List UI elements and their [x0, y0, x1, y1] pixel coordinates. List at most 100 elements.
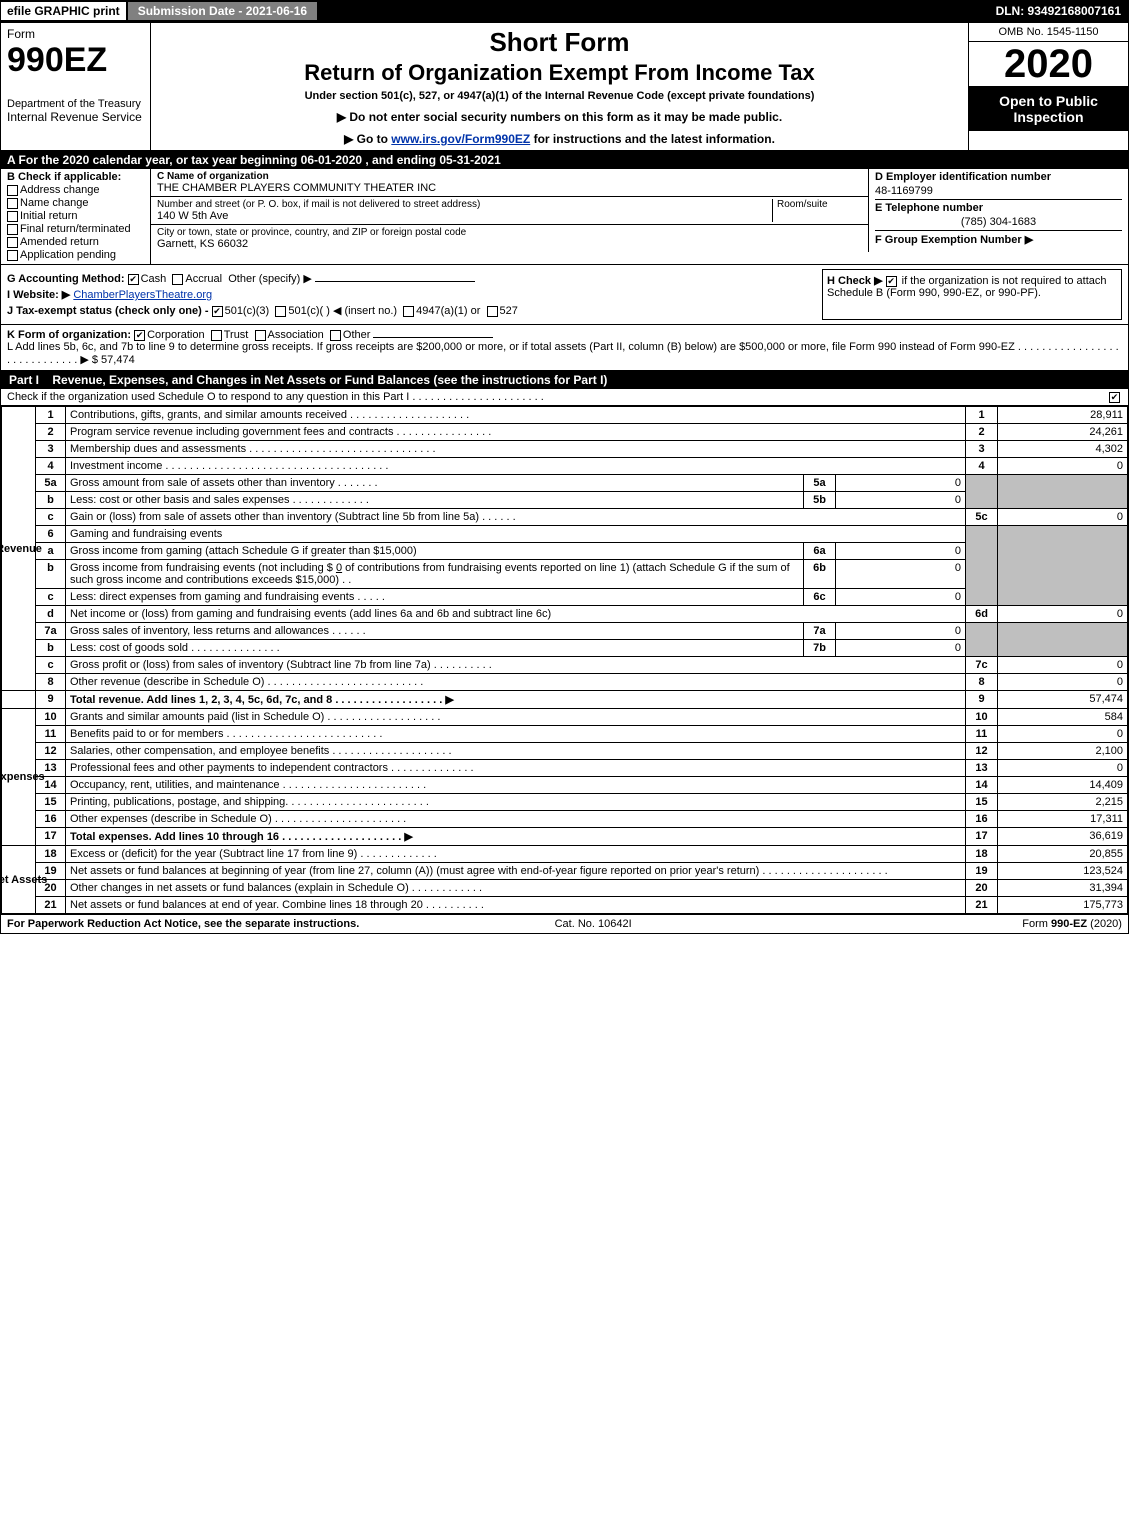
cb-initial-return-label: Initial return	[20, 210, 77, 222]
ln-17-val: 36,619	[998, 828, 1128, 846]
cb-cash-label: Cash	[141, 273, 167, 285]
cb-assoc[interactable]	[255, 330, 266, 341]
ln-17-no: 17	[36, 828, 66, 846]
ln-20-val: 31,394	[998, 880, 1128, 897]
ln-7b-sv: 0	[836, 640, 966, 657]
dept-irs: Internal Revenue Service	[7, 110, 144, 124]
ln-21-val: 175,773	[998, 897, 1128, 914]
ln-15-val: 2,215	[998, 794, 1128, 811]
room-suite-label: Room/suite	[777, 199, 862, 210]
h-box: H Check ▶ if the organization is not req…	[822, 269, 1122, 320]
ln-6a-sn: 6a	[804, 543, 836, 560]
ln-17-desc: Total expenses. Add lines 10 through 16 …	[66, 828, 966, 846]
footer-formno: Form 990-EZ (2020)	[1022, 918, 1122, 930]
ln-6c-sn: 6c	[804, 589, 836, 606]
part1-label: Part I	[9, 373, 49, 387]
arrow-goto-pre: ▶ Go to	[344, 132, 391, 146]
cb-trust[interactable]	[211, 330, 222, 341]
g-other-input[interactable]	[315, 281, 475, 282]
cb-501c3[interactable]	[212, 306, 223, 317]
subtitle: Under section 501(c), 527, or 4947(a)(1)…	[159, 90, 960, 102]
col-cdef: C Name of organization THE CHAMBER PLAYE…	[151, 169, 1128, 264]
form-number: 990EZ	[7, 41, 144, 80]
dept-treasury: Department of the Treasury	[7, 98, 144, 110]
cb-address-change[interactable]: Address change	[7, 184, 144, 196]
ln-2-desc: Program service revenue including govern…	[66, 424, 966, 441]
omb-number: OMB No. 1545-1150	[969, 23, 1128, 42]
ln-7a-sv: 0	[836, 623, 966, 640]
ln-2-no: 2	[36, 424, 66, 441]
ln-4-desc: Investment income . . . . . . . . . . . …	[66, 458, 966, 475]
j-label: J Tax-exempt status (check only one) -	[7, 305, 212, 317]
website-link[interactable]: ChamberPlayersTheatre.org	[73, 289, 212, 301]
org-street: 140 W 5th Ave	[157, 210, 772, 222]
phone-value: (785) 304-1683	[875, 216, 1122, 228]
ln-6c-desc: Less: direct expenses from gaming and fu…	[66, 589, 804, 606]
part1-title: Revenue, Expenses, and Changes in Net As…	[52, 373, 607, 387]
ln-7c-val: 0	[998, 657, 1128, 674]
i-label: I Website: ▶	[7, 289, 70, 301]
ln-5a-sv: 0	[836, 475, 966, 492]
arrow-goto-post: for instructions and the latest informat…	[534, 132, 775, 146]
cb-name-change[interactable]: Name change	[7, 197, 144, 209]
ln-6d-coln: 6d	[966, 606, 998, 623]
side-netassets-label: Net Assets	[0, 874, 47, 886]
ln-16-coln: 16	[966, 811, 998, 828]
cb-accrual-label: Accrual	[185, 273, 222, 285]
ln-5a-no: 5a	[36, 475, 66, 492]
cb-app-pending[interactable]: Application pending	[7, 249, 144, 261]
cb-initial-return[interactable]: Initial return	[7, 210, 144, 222]
cb-501c[interactable]	[275, 306, 286, 317]
cb-4947-label: 4947(a)(1) or	[416, 305, 480, 317]
cb-kother[interactable]	[330, 330, 341, 341]
cb-h[interactable]	[886, 276, 897, 287]
ln-7a-sn: 7a	[804, 623, 836, 640]
side-rev-9	[2, 691, 36, 709]
cb-527[interactable]	[487, 306, 498, 317]
ln-21-no: 21	[36, 897, 66, 914]
cb-4947[interactable]	[403, 306, 414, 317]
submission-date: Submission Date - 2021-06-16	[127, 1, 318, 21]
cb-501c3-label: 501(c)(3)	[225, 305, 270, 317]
ln-13-coln: 13	[966, 760, 998, 777]
ln-14-val: 14,409	[998, 777, 1128, 794]
ln-10-val: 584	[998, 709, 1128, 726]
ln-1-val: 28,911	[998, 407, 1128, 424]
irs-link[interactable]: www.irs.gov/Form990EZ	[391, 132, 530, 146]
b-label: B Check if applicable:	[7, 171, 144, 183]
ln-6a-sv: 0	[836, 543, 966, 560]
ln-19-desc: Net assets or fund balances at beginning…	[66, 863, 966, 880]
cb-trust-label: Trust	[224, 329, 249, 341]
ln-2-val: 24,261	[998, 424, 1128, 441]
footer-catno: Cat. No. 10642I	[555, 918, 632, 930]
k-other-input[interactable]	[373, 337, 493, 338]
ln-12-coln: 12	[966, 743, 998, 760]
cb-assoc-label: Association	[268, 329, 324, 341]
cb-corp[interactable]	[134, 330, 145, 341]
efile-print-label[interactable]: efile GRAPHIC print	[0, 1, 127, 21]
ln-17-desc-b: Total expenses. Add lines 10 through 16 …	[70, 831, 413, 843]
ln-5c-desc: Gain or (loss) from sale of assets other…	[66, 509, 966, 526]
ln-6d-val: 0	[998, 606, 1128, 623]
cb-final-return[interactable]: Final return/terminated	[7, 223, 144, 235]
shade-6	[966, 526, 998, 606]
ln-4-coln: 4	[966, 458, 998, 475]
cb-cash[interactable]	[128, 274, 139, 285]
footer: For Paperwork Reduction Act Notice, see …	[1, 914, 1128, 933]
cb-amended[interactable]: Amended return	[7, 236, 144, 248]
ln-6-desc: Gaming and fundraising events	[66, 526, 966, 543]
ln-9-no: 9	[36, 691, 66, 709]
cb-accrual[interactable]	[172, 274, 183, 285]
l-value: 57,474	[101, 354, 135, 366]
ln-4-val: 0	[998, 458, 1128, 475]
ln-9-desc-b: Total revenue. Add lines 1, 2, 3, 4, 5c,…	[70, 694, 454, 706]
part1-table: Revenue 1 Contributions, gifts, grants, …	[1, 406, 1128, 914]
part1-checkline-text: Check if the organization used Schedule …	[7, 391, 544, 403]
ln-5b-sn: 5b	[804, 492, 836, 509]
shade-5	[966, 475, 998, 509]
ln-8-val: 0	[998, 674, 1128, 691]
section-ghij: G Accounting Method: Cash Accrual Other …	[1, 265, 1128, 325]
l-line: L Add lines 5b, 6c, and 7b to line 9 to …	[7, 341, 1122, 366]
cb-part1-scheduleo[interactable]	[1109, 392, 1120, 403]
ln-13-desc: Professional fees and other payments to …	[66, 760, 966, 777]
